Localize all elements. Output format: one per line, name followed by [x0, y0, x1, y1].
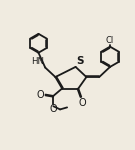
Text: O: O — [79, 98, 86, 108]
Text: HN: HN — [32, 57, 45, 66]
Text: Cl: Cl — [106, 36, 114, 45]
Text: O: O — [49, 104, 57, 114]
Text: O: O — [36, 90, 44, 100]
Text: S: S — [77, 56, 84, 66]
